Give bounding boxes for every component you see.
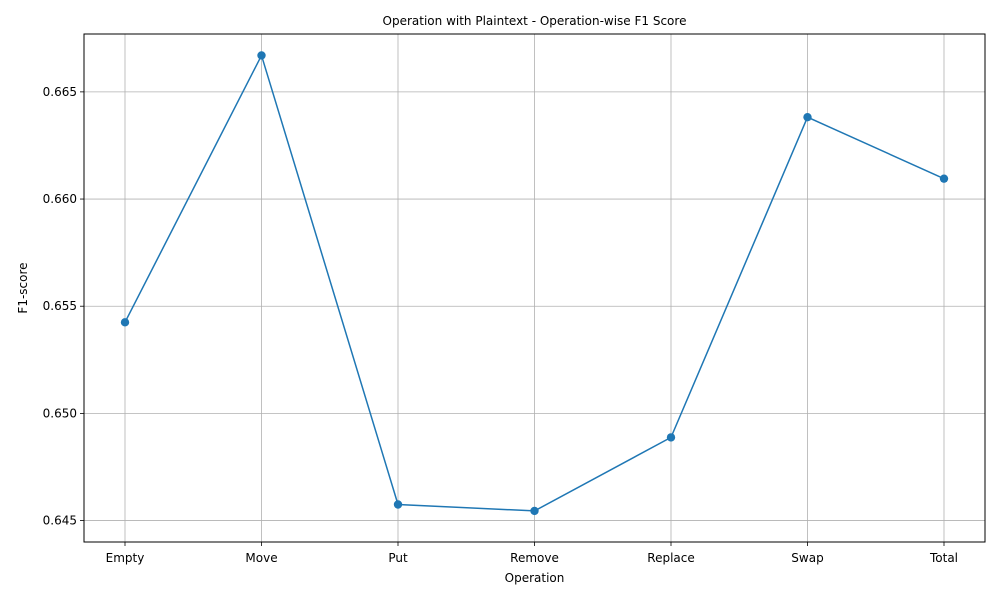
data-point [257,51,266,60]
x-tick-label: Total [929,551,958,565]
y-axis-label: F1-score [16,262,30,313]
x-tick-label: Move [245,551,277,565]
chart-title: Operation with Plaintext - Operation-wis… [383,14,687,28]
x-tick-label: Swap [791,551,823,565]
data-point [666,433,676,442]
data-point [803,112,812,122]
x-axis-label: Operation [505,571,565,585]
x-tick-label: Replace [647,551,694,565]
x-tick-label: Empty [106,551,145,565]
x-tick-label: Remove [510,551,559,565]
y-tick-label: 0.665 [43,85,77,99]
data-point [120,318,130,327]
series-group [120,51,949,516]
y-tick-label: 0.650 [43,406,77,420]
y-axis-ticks: 0.645 0.650 0.655 0.660 0.665 [43,85,84,528]
x-tick-label: Put [388,551,408,565]
x-axis-ticks: Empty Move Put Remove Replace Swap Total [106,542,958,565]
y-tick-label: 0.655 [43,299,77,313]
data-point [939,174,949,183]
data-point [530,506,539,516]
data-point [393,500,403,509]
y-tick-label: 0.660 [43,192,77,206]
y-tick-label: 0.645 [43,514,77,528]
grid-lines [84,34,985,542]
